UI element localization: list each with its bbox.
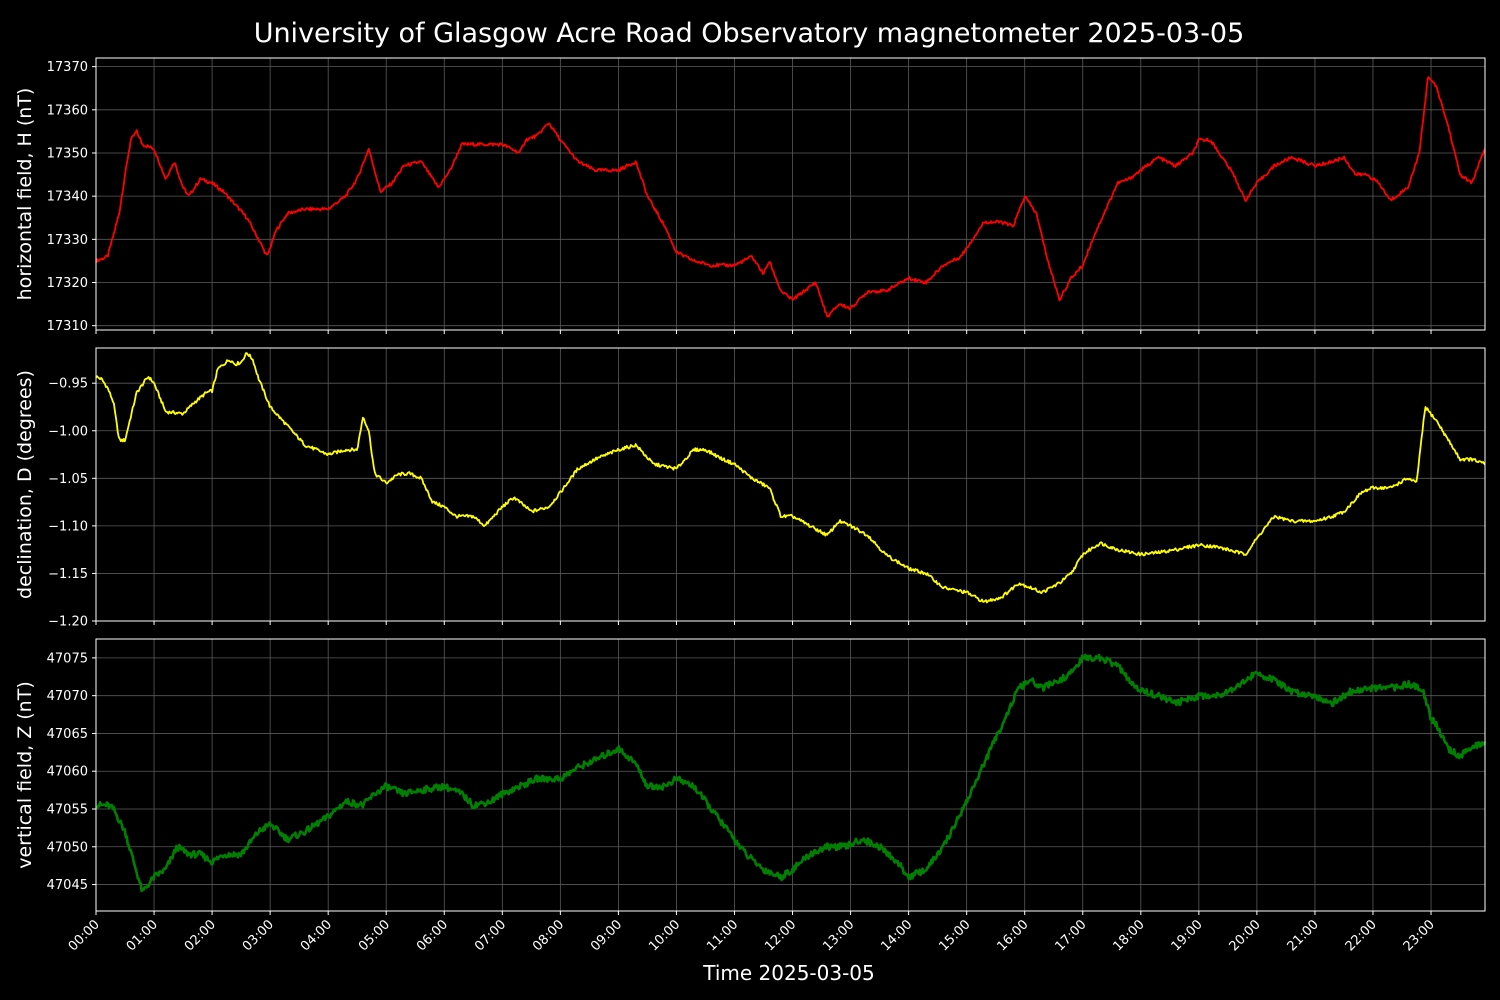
panel-frame [95, 57, 1486, 331]
y-tick-label: −1.20 [48, 615, 88, 630]
panel-2: 47045 47050 47055 47060 47065 47070 47075 verti… [14, 638, 1487, 915]
y-tick-label: 17350 [47, 146, 88, 161]
y-tick-label: 17330 [47, 233, 88, 248]
y-tick-label: 17370 [47, 60, 88, 75]
y-tick-label: 47075 [47, 651, 88, 666]
y-tick-label: 47065 [47, 727, 88, 742]
y-axis-label: vertical field, Z (nT) [14, 681, 36, 869]
panel-1: −1.20 −1.15 −1.10 −1.05 −1.00 −0.95 declinatio… [14, 347, 1486, 630]
y-tick-label: −1.05 [48, 472, 88, 487]
y-axis-label: horizontal field, H (nT) [14, 88, 36, 301]
y-tick-label: −0.95 [48, 377, 88, 392]
y-tick-label: 17310 [47, 319, 88, 334]
y-tick-label: 47060 [47, 765, 88, 780]
y-tick-label: −1.10 [48, 519, 88, 534]
y-tick-label: 17340 [47, 190, 88, 205]
panel-frame [95, 347, 1486, 622]
y-tick-label: 47070 [47, 689, 88, 704]
y-axis-label: declination, D (degrees) [14, 370, 36, 599]
x-axis-label: Time 2025-03-05 [702, 961, 875, 985]
y-tick-label: 17360 [47, 103, 88, 118]
series-line [95, 352, 1486, 604]
y-tick-label: 47055 [47, 803, 88, 818]
chart-title: University of Glasgow Acre Road Observat… [254, 18, 1245, 49]
series-line [95, 76, 1486, 318]
y-tick-label: 47050 [47, 840, 88, 855]
y-tick-label: −1.15 [48, 567, 88, 582]
y-tick-label: −1.00 [48, 424, 88, 439]
panel-frame [95, 638, 1486, 912]
panel-0: 17310 17320 17330 17340 17350 17360 17370 horiz… [14, 57, 1486, 334]
y-tick-label: 17320 [47, 276, 88, 291]
series-line [95, 653, 1487, 893]
y-tick-label: 47045 [47, 878, 88, 893]
